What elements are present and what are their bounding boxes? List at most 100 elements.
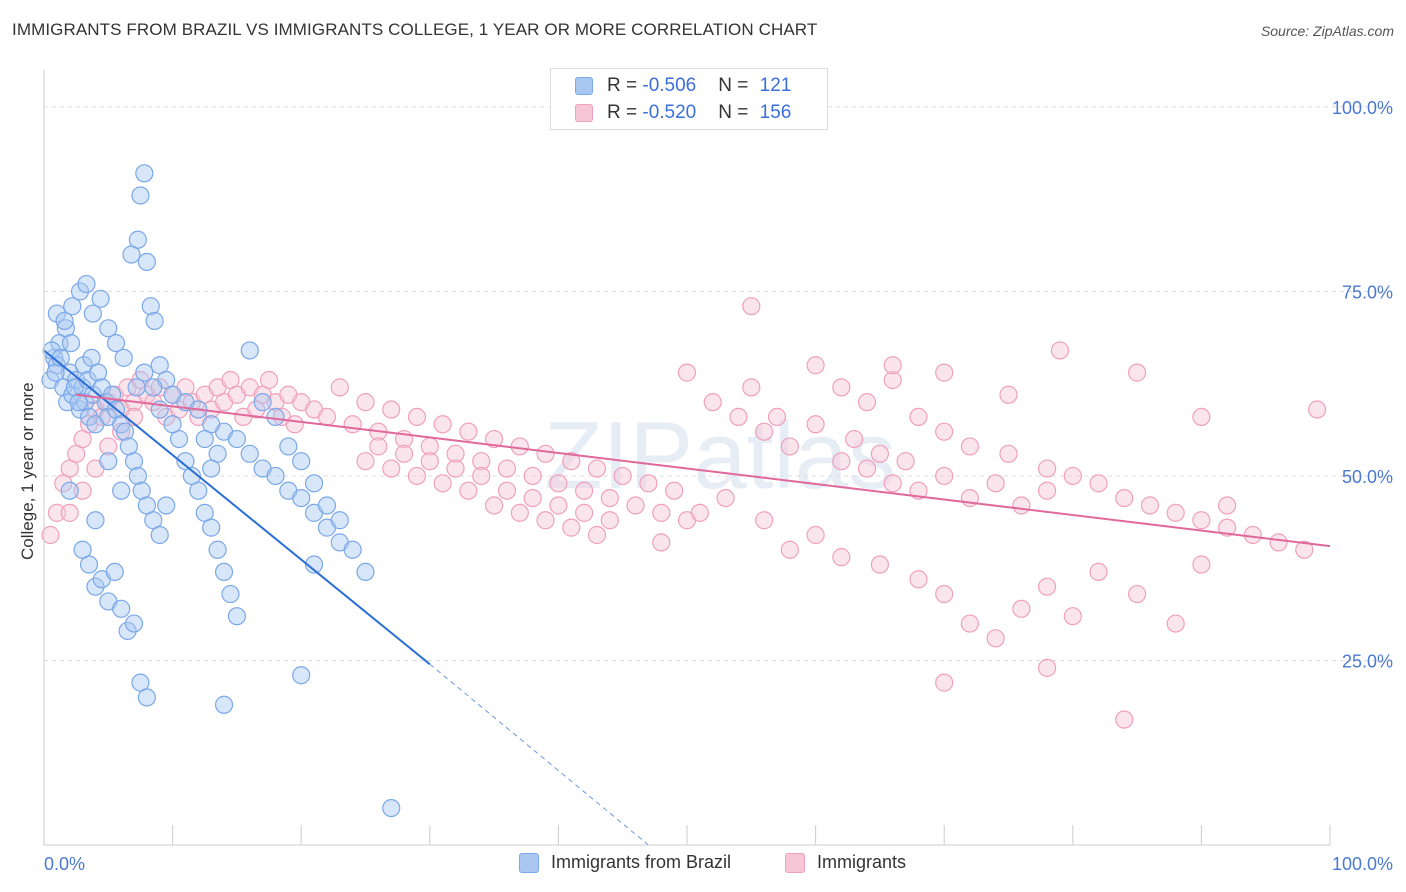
legend-item-brazil[interactable]: Immigrants from Brazil <box>519 852 731 873</box>
data-point-immigrants <box>1037 577 1057 596</box>
data-point-brazil <box>86 577 105 596</box>
data-point-immigrants <box>960 614 980 633</box>
data-point-immigrants <box>587 525 607 545</box>
data-point-immigrants <box>652 503 671 522</box>
data-point-brazil <box>356 562 375 582</box>
data-point-brazil <box>106 333 126 353</box>
data-point-brazil <box>63 297 82 316</box>
data-point-brazil <box>70 282 90 301</box>
data-point-immigrants <box>549 496 568 515</box>
data-point-brazil <box>304 555 324 574</box>
data-point-immigrants <box>382 400 401 419</box>
data-point-immigrants <box>1192 511 1211 530</box>
data-point-brazil <box>382 798 401 818</box>
data-point-immigrants <box>485 496 504 515</box>
stats-swatch-pink <box>575 104 593 122</box>
data-point-brazil <box>83 304 102 323</box>
data-point-immigrants <box>1115 488 1134 508</box>
y-tick-label: 75.0% <box>1342 282 1393 302</box>
x-tick-label-max: 100.0% <box>1332 854 1393 874</box>
data-point-brazil <box>227 607 246 626</box>
legend-item-immigrants[interactable]: Immigrants <box>785 852 906 873</box>
data-point-brazil <box>240 444 259 463</box>
data-point-immigrants <box>497 481 517 500</box>
data-point-immigrants <box>1089 562 1108 582</box>
data-point-immigrants <box>497 459 517 478</box>
stats-pink-r-value: -0.520 <box>642 102 697 123</box>
data-point-immigrants <box>986 629 1005 648</box>
data-point-brazil <box>79 407 99 427</box>
data-point-brazil <box>124 614 144 633</box>
data-point-immigrants <box>285 415 304 434</box>
data-point-brazil <box>76 393 95 412</box>
data-point-brazil <box>112 481 131 500</box>
data-point-immigrants <box>433 474 452 493</box>
data-point-immigrants <box>472 452 491 471</box>
data-point-immigrants <box>382 459 401 478</box>
data-point-immigrants <box>420 452 439 471</box>
data-point-immigrants <box>935 363 954 382</box>
data-point-brazil <box>292 452 311 471</box>
data-point-immigrants <box>1089 474 1108 493</box>
data-point-immigrants <box>1063 607 1082 626</box>
data-point-immigrants <box>41 525 60 545</box>
data-point-immigrants <box>600 488 619 508</box>
axes-layer <box>43 70 1331 846</box>
data-point-brazil <box>47 304 66 323</box>
data-point-brazil <box>317 496 337 515</box>
stats-blue-r-value: -0.506 <box>642 75 697 96</box>
data-point-immigrants <box>562 518 581 537</box>
data-point-immigrants <box>857 459 877 478</box>
data-point-immigrants <box>755 511 774 530</box>
legend-swatch-brazil <box>519 852 539 873</box>
data-point-immigrants <box>690 503 709 522</box>
y-axis-label: College, 1 year or more <box>18 382 37 560</box>
data-point-brazil <box>141 297 160 316</box>
data-point-immigrants <box>356 452 375 471</box>
tick-labels: 25.0% 50.0% 75.0% 100.0% 0.0% 100.0% <box>44 98 1393 874</box>
data-point-brazil <box>137 688 156 707</box>
data-point-immigrants <box>394 444 414 463</box>
data-point-immigrants <box>742 378 761 397</box>
data-point-brazil <box>343 540 362 559</box>
data-point-brazil <box>88 363 108 382</box>
data-point-immigrants <box>870 444 890 463</box>
data-point-brazil <box>77 274 96 294</box>
data-point-immigrants <box>1166 503 1185 522</box>
source-label: Source: ZipAtlas.com <box>1260 23 1394 39</box>
data-point-immigrants <box>1192 407 1211 427</box>
stats-row-blue: R = -0.506 N = 121 <box>575 75 791 97</box>
data-point-immigrants <box>986 474 1005 493</box>
data-point-immigrants <box>1012 496 1031 515</box>
grid-layer <box>44 106 1392 661</box>
data-point-brazil <box>163 415 182 434</box>
data-point-immigrants <box>883 474 902 493</box>
data-point-immigrants <box>446 444 465 463</box>
data-point-immigrants <box>523 488 542 508</box>
data-point-brazil <box>99 452 118 471</box>
data-point-immigrants <box>549 474 568 493</box>
data-point-immigrants <box>832 452 851 471</box>
data-point-brazil <box>253 393 272 412</box>
stats-pink-r-label: R = <box>607 102 643 123</box>
data-point-brazil <box>157 496 176 515</box>
data-point-immigrants <box>472 466 491 486</box>
data-point-immigrants <box>587 459 607 478</box>
bottom-legend: Immigrants from Brazil Immigrants <box>0 852 1406 878</box>
stats-blue-n-label: N = <box>718 75 754 96</box>
data-point-immigrants <box>870 555 890 574</box>
data-point-brazil <box>118 621 137 641</box>
data-point-immigrants <box>356 393 375 412</box>
data-point-immigrants <box>1127 584 1147 604</box>
stats-blue-n-value: 121 <box>759 75 792 96</box>
data-point-immigrants <box>703 393 722 412</box>
data-point-immigrants <box>742 297 761 316</box>
data-point-immigrants <box>1295 540 1314 559</box>
data-point-brazil <box>99 319 118 338</box>
data-point-brazil <box>131 186 150 205</box>
stats-pink-n-value: 156 <box>759 102 792 123</box>
data-point-brazil <box>105 562 124 582</box>
data-point-immigrants <box>883 370 902 390</box>
data-point-immigrants <box>600 511 619 530</box>
data-point-brazil <box>128 230 147 249</box>
